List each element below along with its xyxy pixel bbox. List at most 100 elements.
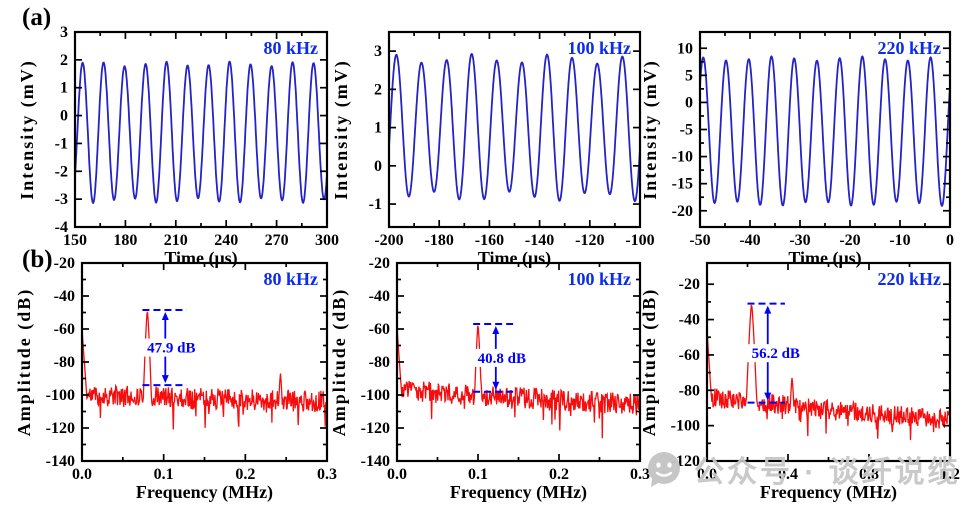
snr-label-background bbox=[141, 338, 201, 357]
x-tick-label: 0.2 bbox=[549, 466, 569, 483]
y-tick-label: -1 bbox=[369, 196, 382, 213]
row-label-a: (a) bbox=[22, 4, 52, 31]
snr-value-label: 56.2 dB bbox=[752, 346, 800, 362]
y-tick-label: -20 bbox=[369, 255, 390, 272]
y-tick-label: -20 bbox=[54, 255, 75, 272]
x-tick-label: 0.3 bbox=[317, 466, 337, 483]
spectrum-trace bbox=[707, 304, 950, 441]
x-tick-label: -30 bbox=[789, 232, 810, 249]
spectrum-trace bbox=[397, 325, 640, 439]
y-tick-label: 10 bbox=[677, 40, 693, 57]
waveform-trace bbox=[75, 60, 327, 205]
y-tick-label: -120 bbox=[46, 420, 75, 437]
y-tick-label: 2 bbox=[60, 52, 68, 69]
x-tick-label: -10 bbox=[889, 232, 910, 249]
plot-frame bbox=[80, 261, 329, 463]
x-tick-label: -100 bbox=[625, 232, 654, 249]
snr-arrowhead-down bbox=[764, 392, 772, 401]
y-tick-label: -140 bbox=[361, 453, 390, 470]
y-tick-label: -80 bbox=[54, 354, 75, 371]
y-tick-label: -40 bbox=[54, 288, 75, 305]
x-axis-title: Time (μs) bbox=[478, 248, 551, 269]
row-label-b: (b) bbox=[22, 246, 53, 273]
x-tick-label: 0.0 bbox=[697, 466, 717, 483]
y-tick-label: 3 bbox=[374, 43, 382, 60]
y-tick-label: -140 bbox=[46, 453, 75, 470]
y-tick-label: -80 bbox=[679, 382, 700, 399]
y-tick-label: -3 bbox=[55, 191, 68, 208]
watermark-text: 公众号 · 谈纤说缆 bbox=[694, 456, 961, 489]
y-axis-title: Amplitude (dB) bbox=[14, 288, 35, 437]
y-tick-label: -60 bbox=[679, 347, 700, 364]
x-tick-label: 0.0 bbox=[72, 466, 92, 483]
waveform-trace bbox=[389, 52, 640, 203]
plot-frame bbox=[705, 261, 952, 463]
y-tick-label: 5 bbox=[685, 67, 693, 84]
x-axis-title: Time (μs) bbox=[788, 248, 861, 269]
frequency-label: 100 kHz bbox=[567, 38, 631, 58]
y-tick-label: -1 bbox=[55, 135, 68, 152]
y-tick-label: -100 bbox=[361, 387, 390, 404]
x-tick-label: -160 bbox=[475, 232, 504, 249]
plot-frame bbox=[698, 30, 952, 229]
y-tick-label: -60 bbox=[369, 321, 390, 338]
snr-arrowhead-up bbox=[764, 305, 772, 314]
y-tick-label: 1 bbox=[374, 120, 382, 137]
snr-value-label: 40.8 dB bbox=[478, 351, 526, 367]
x-tick-label: 150 bbox=[63, 232, 87, 249]
snr-arrowhead-up bbox=[492, 326, 500, 335]
snr-arrowhead-up bbox=[161, 312, 169, 321]
y-axis-title: Amplitude (dB) bbox=[329, 288, 350, 437]
x-tick-label: 0.1 bbox=[468, 466, 488, 483]
snr-arrowhead-down bbox=[161, 375, 169, 384]
x-tick-label: -200 bbox=[374, 232, 403, 249]
snr-arrowhead-down bbox=[492, 381, 500, 390]
x-tick-label: -120 bbox=[575, 232, 604, 249]
x-axis-title: Time (μs) bbox=[164, 248, 237, 269]
y-tick-label: 1 bbox=[60, 80, 68, 97]
y-tick-label: -120 bbox=[361, 420, 390, 437]
y-tick-label: 0 bbox=[60, 108, 68, 125]
panel-waveform-100khz: -200 -180 -160 -140 -120 -100 -1 0 1 2 3 Time (μs) I… bbox=[331, 30, 655, 269]
y-axis-title: Amplitude (dB) bbox=[639, 288, 660, 437]
spectrum-trace bbox=[82, 311, 327, 430]
frequency-label: 100 kHz bbox=[567, 269, 631, 289]
x-axis-title: Frequency (MHz) bbox=[136, 482, 273, 503]
y-tick-label: -4 bbox=[55, 219, 68, 236]
x-tick-label: 0.2 bbox=[235, 466, 255, 483]
y-tick-label: -10 bbox=[672, 149, 693, 166]
x-tick-label: -140 bbox=[525, 232, 554, 249]
panel-spectrum-100khz: 0.0 0.1 0.2 0.3 -140 -120 -100 -80 -60 -40 -20 Freq… bbox=[329, 255, 650, 503]
x-tick-label: 300 bbox=[315, 232, 339, 249]
snr-value-label: 47.9 dB bbox=[147, 341, 195, 357]
panel-waveform-80khz: 150 180 210 240 270 300 -4 -3 -2 -1 0 1 2 3 Time (μs) I… bbox=[17, 24, 339, 269]
y-tick-label: -40 bbox=[369, 288, 390, 305]
x-tick-label: 0.3 bbox=[630, 466, 650, 483]
frequency-label: 80 kHz bbox=[263, 269, 318, 289]
x-axis-title: Frequency (MHz) bbox=[450, 482, 587, 503]
y-axis-title: Intensity (mV) bbox=[17, 59, 38, 200]
wechat-chat-bubble-icon bbox=[648, 452, 680, 487]
y-tick-label: -5 bbox=[680, 122, 693, 139]
y-tick-label: -2 bbox=[55, 163, 68, 180]
y-tick-label: 2 bbox=[374, 81, 382, 98]
x-axis-title: Frequency (MHz) bbox=[760, 482, 897, 503]
frequency-label: 80 kHz bbox=[263, 38, 318, 58]
x-tick-label: 240 bbox=[214, 232, 238, 249]
panel-spectrum-220khz: 0.0 0.4 0.8 1.2-120-100-80-60-40-20Frequenc… bbox=[639, 261, 960, 503]
y-tick-label: 0 bbox=[374, 158, 382, 175]
y-tick-label: -60 bbox=[54, 321, 75, 338]
plot-frame bbox=[387, 30, 642, 229]
x-tick-label: 210 bbox=[164, 232, 188, 249]
frequency-label: 220 kHz bbox=[877, 38, 941, 58]
snr-label-background bbox=[746, 344, 806, 363]
y-axis-title: Intensity (mV) bbox=[331, 59, 352, 200]
waveform-trace bbox=[700, 55, 950, 207]
y-tick-label: -100 bbox=[46, 387, 75, 404]
y-tick-label: -20 bbox=[679, 276, 700, 293]
panel-spectrum-80khz: 0.0 0.1 0.2 0.3 -140 -120 -100 -80 -60 -40 -20 Freq… bbox=[14, 255, 337, 503]
y-tick-label: -40 bbox=[679, 312, 700, 329]
y-tick-label: 0 bbox=[685, 94, 693, 111]
